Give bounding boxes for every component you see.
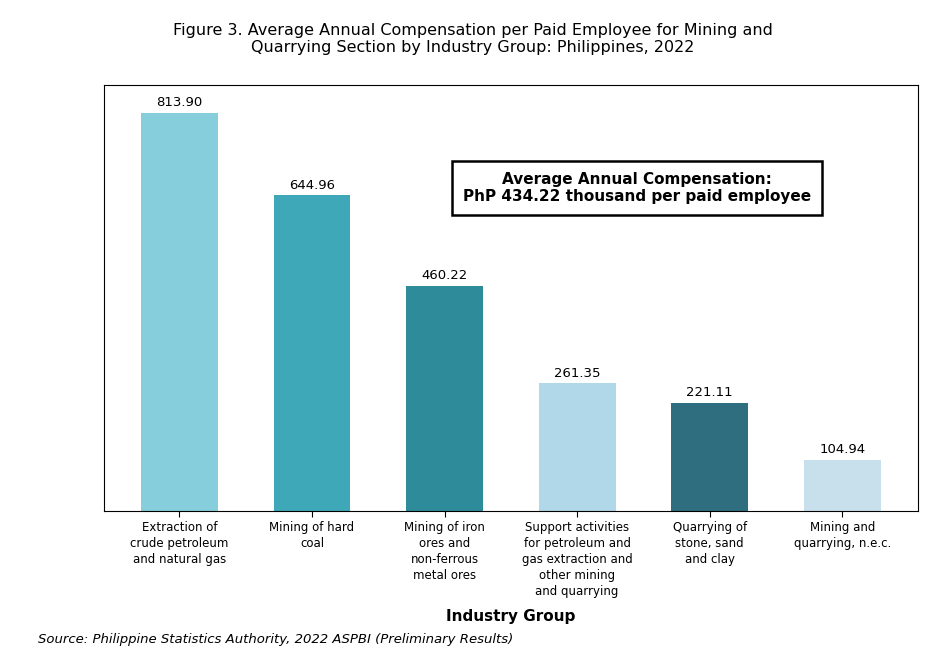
Text: 460.22: 460.22 [421, 269, 467, 282]
Bar [406, 286, 483, 511]
Text: 813.90: 813.90 [156, 96, 202, 109]
Bar [672, 403, 748, 511]
Text: 221.11: 221.11 [687, 386, 733, 400]
Bar [804, 460, 881, 511]
Bar [538, 383, 616, 511]
Text: 644.96: 644.96 [289, 179, 335, 192]
Text: 104.94: 104.94 [819, 443, 866, 456]
X-axis label: Industry Group: Industry Group [447, 609, 575, 624]
Text: Average Annual Compensation:
PhP 434.22 thousand per paid employee: Average Annual Compensation: PhP 434.22 … [463, 172, 811, 204]
Text: Source: Philippine Statistics Authority, 2022 ASPBI (Preliminary Results): Source: Philippine Statistics Authority,… [38, 633, 513, 646]
Text: 261.35: 261.35 [553, 367, 601, 380]
Bar [141, 113, 218, 511]
Bar [273, 195, 350, 511]
Text: Figure 3. Average Annual Compensation per Paid Employee for Mining and
Quarrying: Figure 3. Average Annual Compensation pe… [173, 23, 773, 55]
